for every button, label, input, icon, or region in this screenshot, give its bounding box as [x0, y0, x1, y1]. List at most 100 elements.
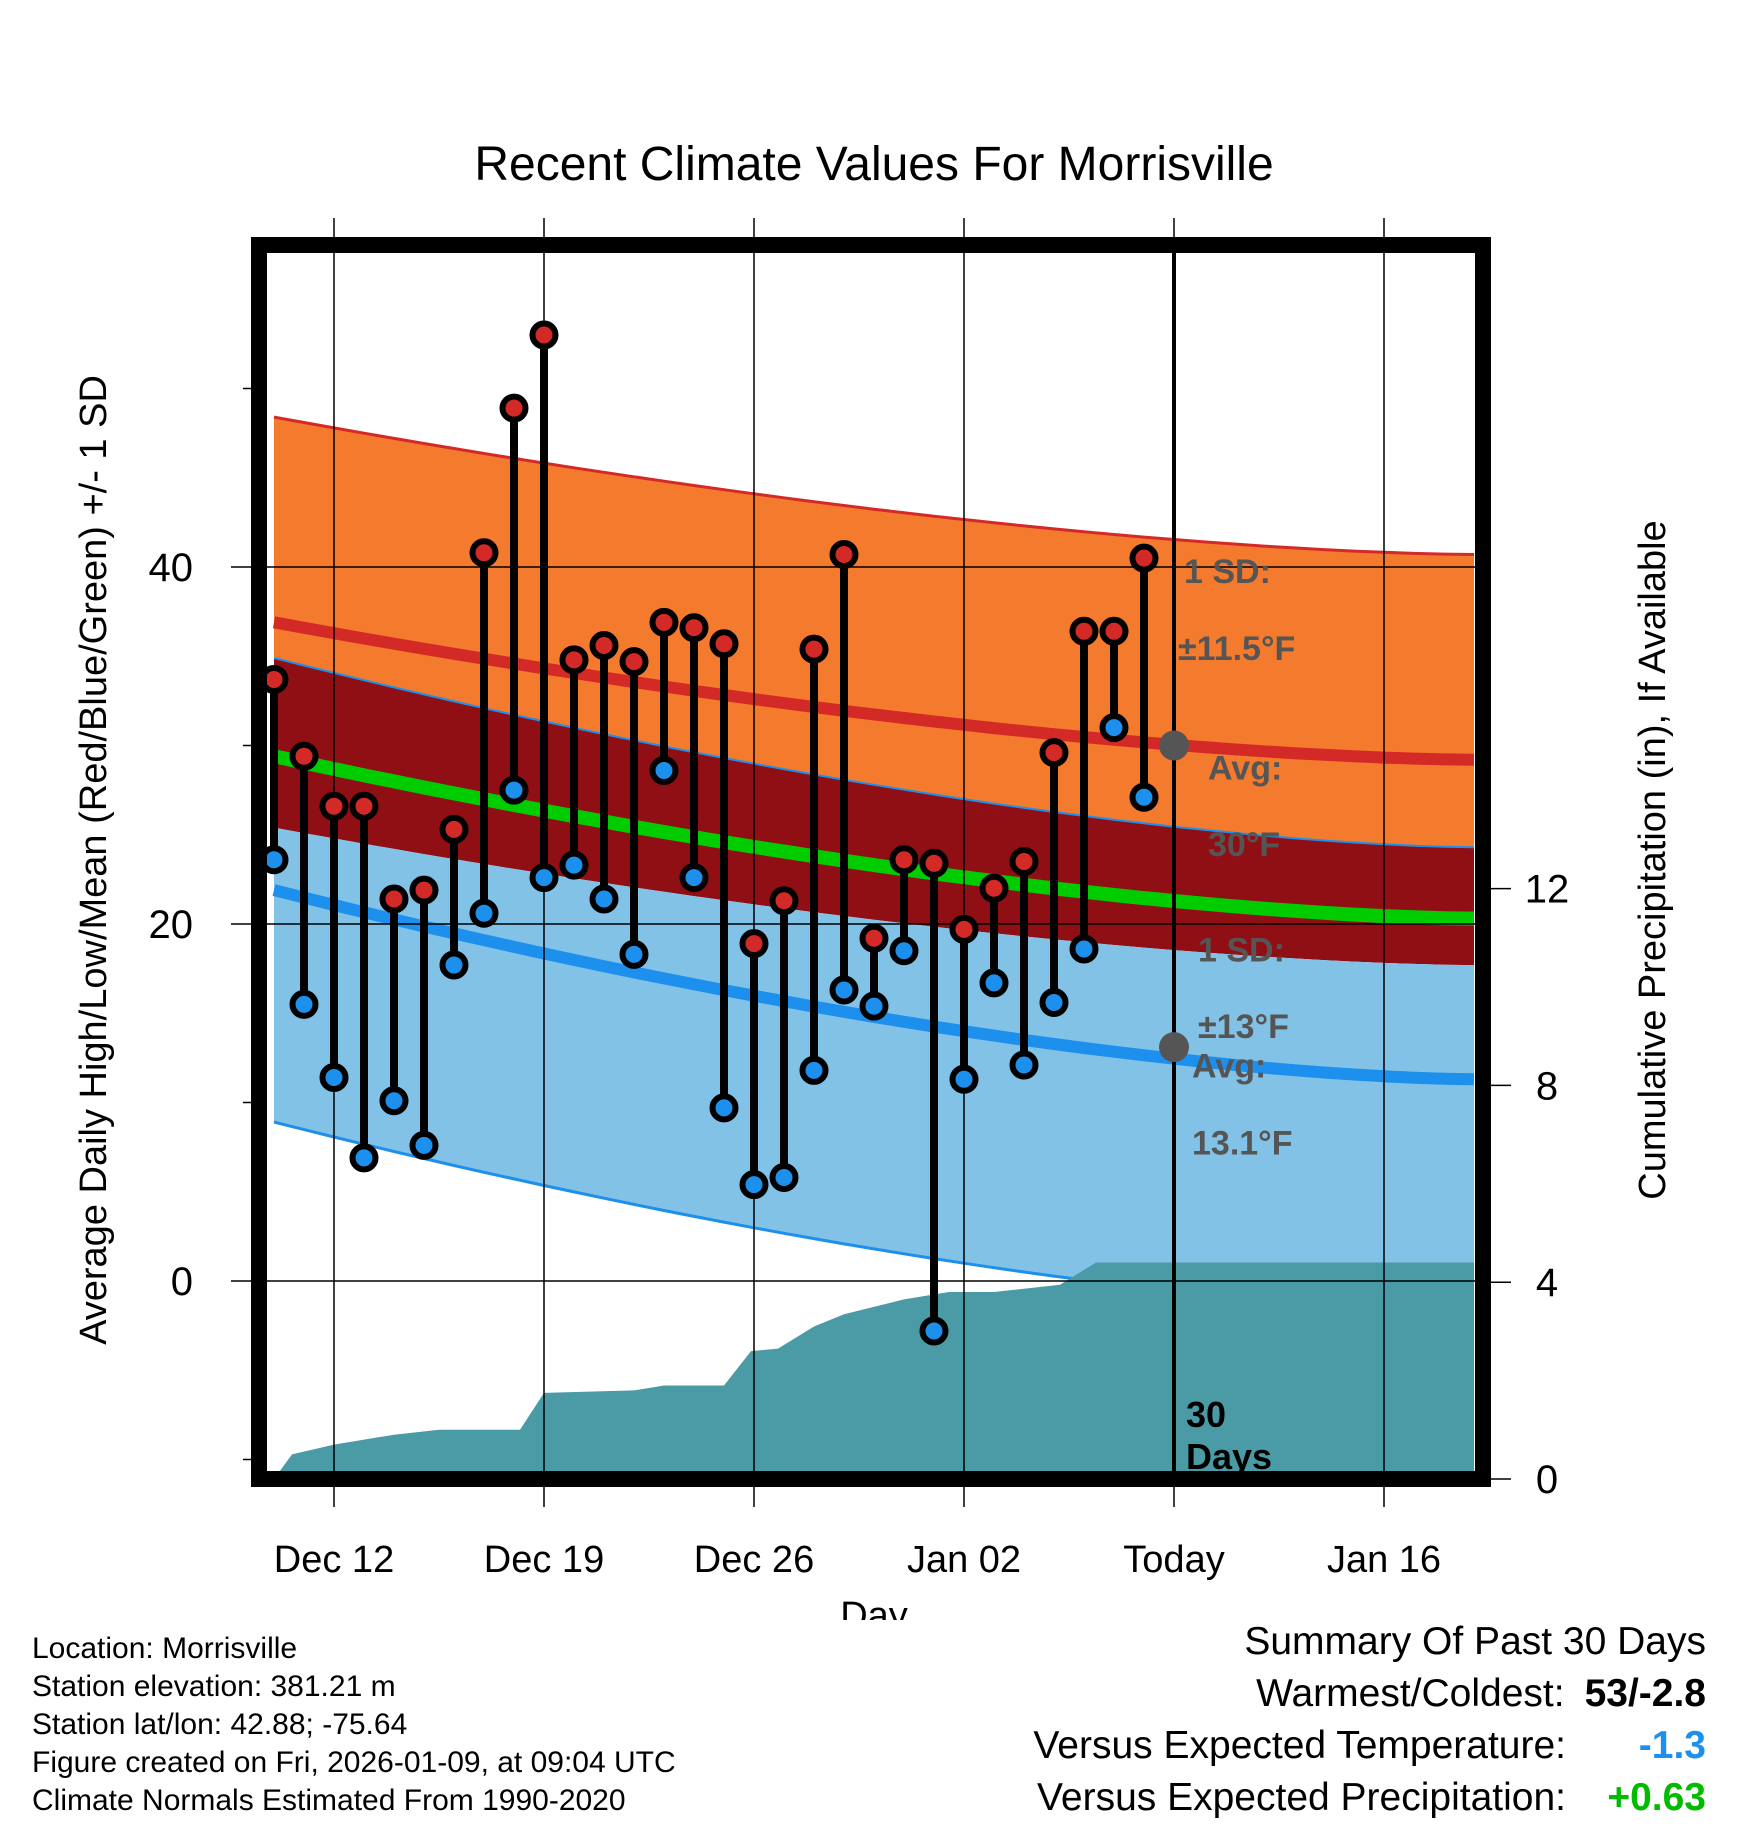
daily-low-point [589, 884, 619, 914]
daily-high-point [589, 631, 619, 661]
daily-high-point [979, 873, 1009, 903]
daily-low-point [559, 850, 589, 880]
daily-high-point [1129, 543, 1159, 573]
normal-low-today-marker [1159, 1032, 1189, 1063]
daily-high-point [469, 538, 499, 568]
daily-high-point [1039, 738, 1069, 768]
daily-high-point [379, 884, 409, 914]
daily-low-point [769, 1162, 799, 1192]
y-axis-label: Average Daily High/Low/Mean (Red/Blue/Gr… [73, 375, 115, 1345]
normal-high-line [272, 616, 1475, 766]
low-avg-value: 13.1°F [1192, 1124, 1293, 1162]
daily-high-point [439, 814, 469, 844]
daily-low-point [1069, 934, 1099, 964]
daily-low-point [319, 1063, 349, 1093]
daily-low-point [619, 939, 649, 969]
daily-low-point [679, 863, 709, 893]
daily-high-point [889, 845, 919, 875]
today-days-number: 30 [1186, 1394, 1226, 1435]
precip-vs-expected-value: +0.63 [1607, 1776, 1706, 1819]
temp-vs-expected-value: -1.3 [1638, 1724, 1706, 1767]
daily-high-point [499, 393, 529, 423]
daily-high-point [799, 634, 829, 664]
daily-low-point [1129, 782, 1159, 812]
daily-low-point [349, 1143, 379, 1173]
precip-cumulative-area [274, 1262, 1474, 1479]
y2-tick-label: 12 [1525, 868, 1570, 912]
plot-area [259, 245, 1483, 1479]
daily-low-point [1039, 988, 1069, 1018]
high-sd-value: ±11.5°F [1178, 630, 1295, 668]
x-tick-label: Jan 02 [907, 1539, 1021, 1581]
x-axis-label: Day [840, 1595, 908, 1620]
low-sd-upper-line [273, 657, 1475, 849]
x-tick-label: Dec 19 [484, 1539, 604, 1581]
y2-tick-label: 4 [1536, 1261, 1558, 1305]
daily-high-point [829, 540, 859, 570]
daily-low-point [529, 863, 559, 893]
summary-title: Summary Of Past 30 Days [1244, 1620, 1706, 1663]
daily-low-point [919, 1316, 949, 1346]
daily-low-point [739, 1170, 769, 1200]
high-avg-label: Avg: [1208, 749, 1282, 787]
y2-tick-label: 0 [1536, 1458, 1558, 1502]
daily-low-point [1009, 1050, 1039, 1080]
x-tick-label: Dec 12 [274, 1539, 394, 1581]
y-tick-label: 0 [171, 1260, 193, 1304]
temp-vs-expected-label: Versus Expected Temperature: [1033, 1724, 1566, 1767]
today-days-word: Days [1186, 1436, 1272, 1477]
daily-low-point [889, 936, 919, 966]
high-avg-value: 30°F [1208, 826, 1280, 864]
daily-high-point [1099, 616, 1129, 646]
climate-chart: Recent Climate Values For Morrisville 1 … [73, 138, 1674, 1620]
daily-high-point [859, 923, 889, 953]
daily-high-point [349, 791, 379, 821]
daily-high-point [649, 607, 679, 637]
y-tick-label: 40 [149, 546, 194, 590]
daily-low-point [799, 1055, 829, 1085]
daily-low-point [949, 1064, 979, 1094]
created-text: Figure created on Fri, 2026-01-09, at 09… [32, 1746, 676, 1779]
low-avg-label: Avg: [1192, 1048, 1266, 1086]
daily-low-point [499, 775, 529, 805]
summary-temp-row: Versus Expected Temperature: -1.3 [946, 1724, 1706, 1776]
daily-high-point [919, 848, 949, 878]
y-tick-label: 20 [149, 903, 194, 947]
plot-frame [251, 237, 1491, 1487]
warmest-label: Warmest/Coldest: [1256, 1672, 1565, 1715]
daily-high-point [769, 886, 799, 916]
station-info: Location: Morrisville Station elevation:… [32, 1630, 676, 1820]
normals-text: Climate Normals Estimated From 1990-2020 [32, 1784, 626, 1817]
chart-title: Recent Climate Values For Morrisville [474, 138, 1273, 191]
normal-high-today-marker [1159, 730, 1189, 761]
y2-axis-label: Cumulative Precipitation (in), If Availa… [1632, 520, 1674, 1199]
y2-tick-label: 8 [1536, 1064, 1558, 1108]
daily-low-point [859, 991, 889, 1021]
x-tick-label: Today [1123, 1539, 1224, 1581]
daily-high-point [559, 645, 589, 675]
daily-low-point [439, 950, 469, 980]
daily-low-point [469, 898, 499, 928]
daily-high-point [319, 791, 349, 821]
latlon-text: Station lat/lon: 42.88; -75.64 [32, 1708, 408, 1741]
daily-high-point [679, 613, 709, 643]
daily-high-point [709, 629, 739, 659]
summary-warmest-row: Warmest/Coldest: 53/-2.8 [946, 1672, 1706, 1724]
daily-low-point [979, 968, 1009, 998]
location-text: Location: Morrisville [32, 1632, 298, 1665]
high-sd-label: 1 SD: [1184, 553, 1271, 591]
elevation-text: Station elevation: 381.21 m [32, 1670, 396, 1703]
x-tick-label: Dec 26 [694, 1539, 814, 1581]
daily-high-point [289, 741, 319, 771]
precip-vs-expected-label: Versus Expected Precipitation: [1037, 1776, 1566, 1819]
daily-low-point [1099, 713, 1129, 743]
daily-low-point [289, 989, 319, 1019]
daily-high-point [619, 647, 649, 677]
x-tick-label: Jan 16 [1327, 1539, 1441, 1581]
normal-mean-line [272, 749, 1475, 926]
daily-low-point [649, 755, 679, 785]
daily-high-point [409, 875, 439, 905]
low-sd-label: 1 SD: [1198, 931, 1285, 969]
high-sd-upper-line [273, 415, 1475, 556]
daily-high-point [739, 929, 769, 959]
